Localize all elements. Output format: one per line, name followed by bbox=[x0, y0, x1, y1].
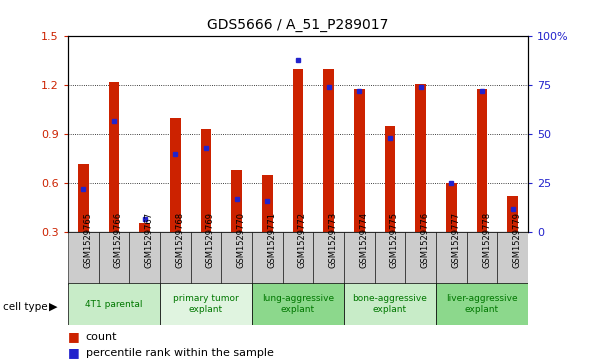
Text: GSM1529776: GSM1529776 bbox=[421, 212, 430, 268]
Bar bbox=[405, 232, 436, 285]
Bar bbox=[354, 89, 365, 232]
Bar bbox=[201, 129, 211, 232]
Bar bbox=[477, 89, 487, 232]
Text: GSM1529765: GSM1529765 bbox=[83, 212, 92, 268]
Text: GSM1529766: GSM1529766 bbox=[114, 212, 123, 268]
Bar bbox=[160, 232, 191, 285]
Text: percentile rank within the sample: percentile rank within the sample bbox=[86, 348, 273, 358]
Bar bbox=[293, 69, 303, 232]
Text: 4T1 parental: 4T1 parental bbox=[85, 299, 143, 309]
Bar bbox=[375, 232, 405, 285]
Bar bbox=[252, 232, 283, 285]
Bar bbox=[446, 183, 457, 232]
Bar bbox=[415, 84, 426, 232]
Bar bbox=[385, 126, 395, 232]
Text: count: count bbox=[86, 332, 117, 342]
Text: ■: ■ bbox=[68, 330, 80, 343]
Bar bbox=[252, 283, 344, 325]
Bar bbox=[68, 232, 99, 285]
Text: ■: ■ bbox=[68, 346, 80, 359]
Text: lung-aggressive
explant: lung-aggressive explant bbox=[262, 294, 334, 314]
Bar bbox=[313, 232, 344, 285]
Bar bbox=[221, 232, 252, 285]
Text: GSM1529775: GSM1529775 bbox=[390, 212, 399, 268]
Bar bbox=[99, 232, 129, 285]
Bar bbox=[231, 170, 242, 232]
Bar bbox=[344, 232, 375, 285]
Bar bbox=[68, 283, 160, 325]
Text: GSM1529774: GSM1529774 bbox=[359, 212, 368, 268]
Bar bbox=[344, 283, 436, 325]
Bar bbox=[436, 283, 528, 325]
Text: liver-aggressive
explant: liver-aggressive explant bbox=[446, 294, 518, 314]
Title: GDS5666 / A_51_P289017: GDS5666 / A_51_P289017 bbox=[207, 19, 389, 33]
Text: GSM1529770: GSM1529770 bbox=[237, 212, 245, 268]
Text: GSM1529768: GSM1529768 bbox=[175, 212, 184, 268]
Text: GSM1529769: GSM1529769 bbox=[206, 212, 215, 268]
Bar bbox=[139, 223, 150, 232]
Bar bbox=[109, 82, 119, 232]
Text: ▶: ▶ bbox=[49, 302, 57, 312]
Bar bbox=[497, 232, 528, 285]
Text: GSM1529778: GSM1529778 bbox=[482, 212, 491, 268]
Bar bbox=[283, 232, 313, 285]
Bar bbox=[78, 164, 88, 232]
Bar bbox=[507, 196, 518, 232]
Text: GSM1529767: GSM1529767 bbox=[145, 212, 153, 268]
Text: cell type: cell type bbox=[3, 302, 48, 312]
Text: GSM1529777: GSM1529777 bbox=[451, 212, 460, 268]
Text: bone-aggressive
explant: bone-aggressive explant bbox=[353, 294, 427, 314]
Bar bbox=[129, 232, 160, 285]
Bar bbox=[191, 232, 221, 285]
Bar bbox=[160, 283, 252, 325]
Bar bbox=[323, 69, 334, 232]
Bar bbox=[467, 232, 497, 285]
Text: GSM1529773: GSM1529773 bbox=[329, 212, 337, 268]
Text: primary tumor
explant: primary tumor explant bbox=[173, 294, 239, 314]
Bar bbox=[436, 232, 467, 285]
Bar bbox=[170, 118, 181, 232]
Text: GSM1529779: GSM1529779 bbox=[513, 212, 522, 268]
Text: GSM1529771: GSM1529771 bbox=[267, 212, 276, 268]
Text: GSM1529772: GSM1529772 bbox=[298, 212, 307, 268]
Bar bbox=[262, 175, 273, 232]
